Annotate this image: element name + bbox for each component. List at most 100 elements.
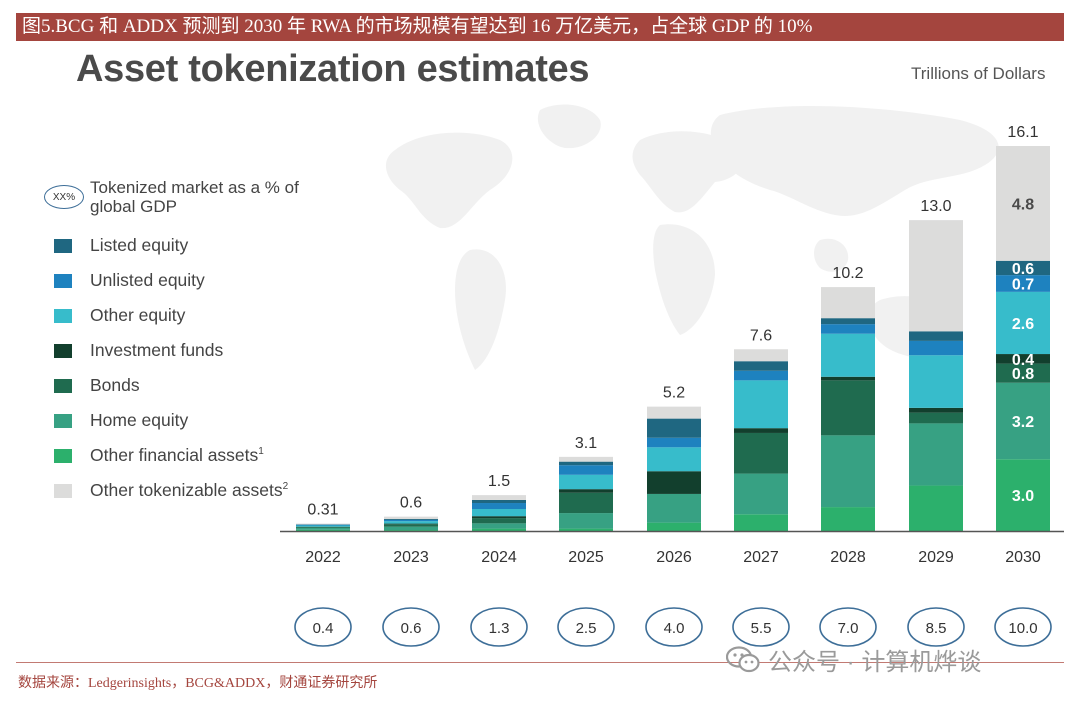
bar-segment-2023-listed-equity [384,519,438,520]
legend-item-other-equity: Other equity [44,298,330,333]
x-tick-label-2027: 2027 [743,549,779,566]
bar-segment-2024-other-tokenizable-assets [472,495,526,500]
legend-swatch [54,343,72,358]
gdp-share-ellipse-2022 [294,607,352,647]
bar-segment-2028-investment-funds [821,376,875,381]
gdp-share-label-2024: 1.3 [489,620,510,637]
bar-segment-2030-unlisted-equity [996,275,1050,292]
legend: XX% Tokenized market as a % of global GD… [44,178,330,508]
legend-item-other-financial-assets: Other financial assets1 [44,438,330,473]
gdp-share-legend: XX% Tokenized market as a % of global GD… [44,178,330,216]
legend-swatch [54,413,72,428]
units-label: Trillions of Dollars [911,64,1046,83]
bar-segment-2027-other-financial-assets [734,514,788,531]
x-tick-label-2030: 2030 [1005,549,1041,566]
bar-segment-2024-listed-equity [472,499,526,504]
bar-segment-2027-unlisted-equity [734,370,788,381]
footer-divider [16,662,1064,663]
bar-segment-2023-bonds [384,524,438,527]
bar-segment-2030-listed-equity [996,260,1050,276]
bar-segment-2029-home-equity [909,423,963,486]
gdp-share-ellipse-2030 [994,607,1052,647]
bar-segment-2025-listed-equity [559,461,613,466]
gdp-share-label-2030: 10.0 [1008,620,1037,637]
world-map-background [385,104,999,370]
bar-segment-2029-bonds [909,412,963,424]
legend-label: Bonds [90,375,140,395]
gdp-share-label-2026: 4.0 [664,620,685,637]
bar-segment-2024-bonds [472,518,526,524]
bar-segment-2022-other-equity [296,525,350,527]
bar-segment-2025-bonds [559,492,613,514]
legend-swatch [54,448,72,463]
total-label-2023: 0.6 [400,495,422,512]
bar-segment-2028-listed-equity [821,318,875,325]
bar-segment-2024-home-equity [472,523,526,529]
bar-segment-2027-other-equity [734,380,788,429]
value-label-2030-home-equity: 3.2 [1012,414,1034,431]
gdp-share-label-2028: 7.0 [838,620,859,637]
bar-segment-2023-unlisted-equity [384,520,438,522]
bar-segment-2023-other-financial-assets [384,530,438,531]
bar-segment-2028-other-financial-assets [821,507,875,531]
legend-label: Home equity [90,410,189,430]
wechat-icon [726,645,760,672]
gdp-share-ellipse-2029 [907,607,965,647]
gdp-share-ellipse-2024 [470,607,528,647]
bar-segment-2023-investment-funds [384,523,438,525]
legend-label: Other equity [90,305,186,325]
legend-label: Investment funds [90,340,224,360]
bar-segment-2024-other-equity [472,509,526,517]
value-label-2030-listed-equity: 0.6 [1012,261,1034,278]
value-label-2030-investment-funds: 0.4 [1012,352,1034,369]
bar-segment-2022-other-financial-assets [296,529,350,531]
bar-segment-2028-unlisted-equity [821,324,875,334]
bar-segment-2030-other-financial-assets [996,459,1050,531]
bar-segment-2025-home-equity [559,513,613,529]
bar-segment-2025-other-financial-assets [559,528,613,531]
total-label-2027: 7.6 [750,327,772,344]
bar-segment-2022-bonds [296,526,350,528]
gdp-share-ellipse-2023 [382,607,440,647]
bar-segment-2029-other-tokenizable-assets [909,220,963,332]
gdp-share-ellipse-2027 [732,607,790,647]
bar-segment-2028-other-tokenizable-assets [821,287,875,319]
x-tick-label-2029: 2029 [918,549,954,566]
wechat-watermark: 公众号 · 计算机烨谈 [726,642,981,677]
legend-label: Unlisted equity [90,270,205,290]
chart-title: Asset tokenization estimates [76,48,590,90]
bar-segment-2026-other-tokenizable-assets [647,406,701,419]
bar-segment-2027-listed-equity [734,361,788,371]
total-label-2026: 5.2 [663,385,685,402]
total-label-2024: 1.5 [488,473,510,490]
bar-segment-2027-other-tokenizable-assets [734,349,788,362]
bar-segment-2026-other-equity [647,447,701,472]
total-label-2030: 16.1 [1007,124,1038,141]
gdp-share-label-2029: 8.5 [926,620,947,637]
bar-segment-2024-other-financial-assets [472,528,526,531]
bar-segment-2030-other-tokenizable-assets [996,146,1050,261]
x-tick-label-2026: 2026 [656,549,692,566]
source-note: 数据来源：Ledgerinsights，BCG&ADDX，财通证券研究所 [18,676,378,691]
bar-segment-2025-unlisted-equity [559,465,613,475]
total-label-2028: 10.2 [832,265,863,282]
gdp-share-ellipse-2026 [645,607,703,647]
gdp-share-symbol: XX% [44,185,84,209]
bar-segment-2029-other-financial-assets [909,485,963,531]
legend-item-listed-equity: Listed equity [44,228,330,263]
bar-segment-2026-home-equity [647,493,701,523]
value-label-2030-other-tokenizable-assets: 4.8 [1012,196,1034,213]
legend-label: Other tokenizable assets2 [90,480,289,500]
x-tick-label-2024: 2024 [481,549,517,566]
gdp-share-ellipse-2025 [557,607,615,647]
figure-caption-banner: 图5.BCG 和 ADDX 预测到 2030 年 RWA 的市场规模有望达到 1… [16,13,1064,41]
value-label-2030-other-equity: 2.6 [1012,316,1034,333]
bar-segment-2030-investment-funds [996,354,1050,364]
bar-segment-2029-other-equity [909,355,963,408]
bar-segment-2025-other-equity [559,474,613,490]
bar-segment-2029-investment-funds [909,407,963,413]
bar-segment-2022-home-equity [296,527,350,530]
legend-label: Other financial assets1 [90,445,264,465]
gdp-share-label-2022: 0.4 [313,620,334,637]
